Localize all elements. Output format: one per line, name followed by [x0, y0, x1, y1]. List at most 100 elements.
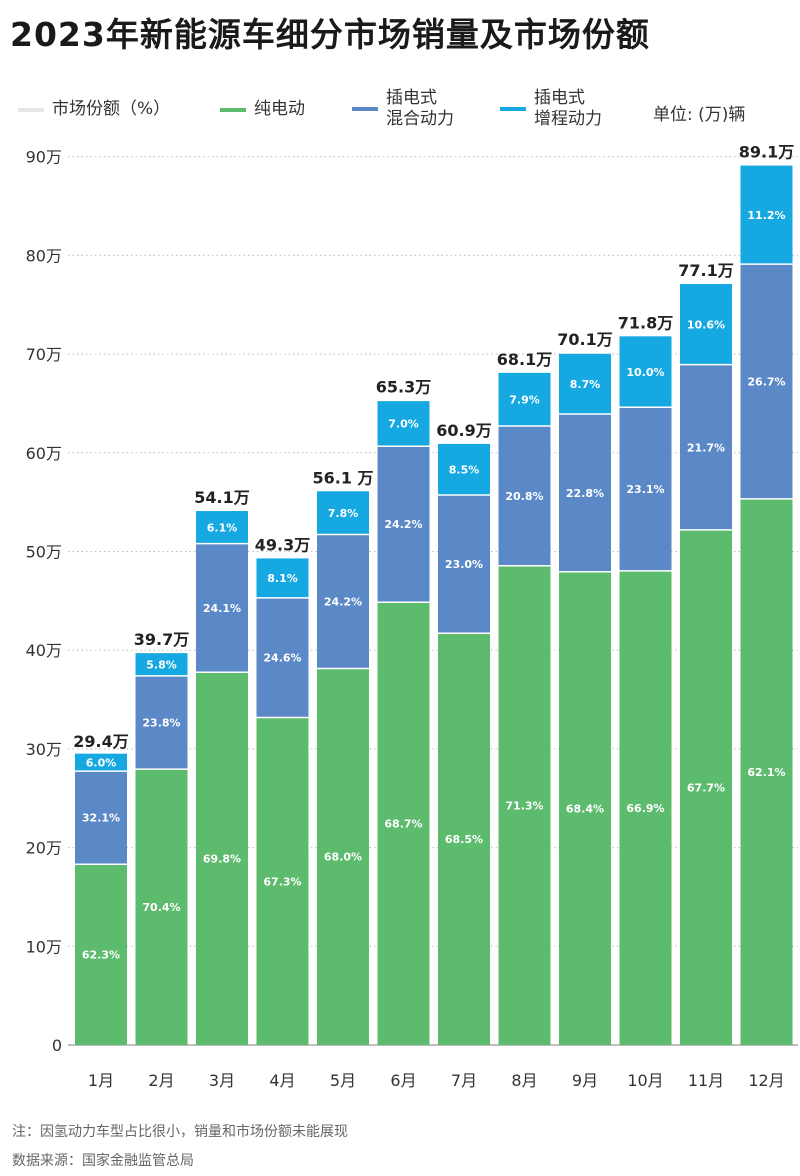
segment-label: 70.4%: [142, 901, 180, 914]
bar-bev: [377, 602, 430, 1045]
unit-label: 单位: (万)辆: [653, 105, 746, 125]
bar-bev: [438, 633, 490, 1045]
segment-label: 62.1%: [747, 766, 785, 779]
bar-bev: [317, 668, 369, 1045]
y-tick-label: 20万: [26, 839, 62, 858]
bar-phev: [196, 543, 248, 673]
segment-label: 7.9%: [509, 393, 540, 406]
bar-bev: [196, 672, 248, 1045]
bar-bev: [680, 529, 732, 1045]
y-tick-label: 70万: [26, 345, 62, 364]
y-tick-label: 60万: [26, 444, 62, 463]
x-tick-label: 6月: [390, 1071, 416, 1090]
bar-erev: [740, 165, 793, 265]
total-label: 56.1 万: [312, 468, 373, 487]
x-tick-label: 12月: [748, 1071, 784, 1090]
data-source: 数据来源：国家金融监管总局: [12, 1153, 194, 1169]
segment-label: 67.3%: [263, 875, 301, 888]
legend-label-bev: 纯电动: [254, 99, 305, 119]
segment-label: 32.1%: [82, 812, 120, 825]
legend-label-phev: 插电式 混合动力: [386, 88, 454, 130]
y-tick-label: 80万: [26, 246, 62, 265]
bar-phev: [680, 364, 732, 530]
total-label: 39.7万: [134, 630, 189, 649]
bar-bev: [740, 498, 793, 1045]
y-tick-label: 90万: [26, 148, 62, 167]
segment-label: 10.6%: [687, 318, 725, 331]
segment-label: 20.8%: [505, 490, 543, 503]
bar-phev: [75, 771, 127, 865]
segment-label: 23.8%: [142, 717, 180, 730]
total-label: 29.4万: [73, 732, 128, 751]
x-tick-label: 5月: [330, 1071, 356, 1090]
total-label: 77.1万: [678, 261, 733, 280]
segment-label: 6.0%: [86, 756, 117, 769]
bar-erev: [317, 491, 369, 535]
segment-label: 11.2%: [747, 209, 785, 222]
segment-label: 71.3%: [505, 799, 543, 812]
legend-item-share: 市场份额（%）: [18, 99, 170, 120]
bar-erev: [438, 443, 490, 496]
bar-phev: [619, 407, 672, 571]
bar-erev: [498, 372, 551, 426]
x-tick-label: 7月: [451, 1071, 477, 1090]
y-tick-label: 0: [52, 1036, 62, 1055]
total-label: 68.1万: [497, 350, 552, 369]
segment-label: 24.2%: [324, 595, 362, 608]
bar-erev: [256, 558, 309, 598]
bar-phev: [135, 675, 188, 770]
segment-label: 23.0%: [445, 558, 483, 571]
legend-item-erev: 插电式 增程动力: [500, 88, 602, 130]
bar-bev: [619, 570, 672, 1045]
segment-label: 66.9%: [626, 802, 664, 815]
segment-label: 24.1%: [203, 602, 241, 615]
stacked-bar-chart: 0 10万 20万 30万 40万 50万 60万 70万 80万 90万 62.3% 32.1% 6.…: [26, 143, 798, 1090]
segment-label: 68.0%: [324, 851, 362, 864]
total-label: 71.8万: [618, 313, 673, 332]
bar-erev: [680, 284, 732, 365]
legend-label-erev: 插电式 增程动力: [534, 88, 602, 130]
segment-label: 6.1%: [207, 521, 238, 534]
segment-label: 7.0%: [388, 418, 419, 431]
x-tick-label: 9月: [572, 1071, 598, 1090]
x-tick-label: 4月: [269, 1071, 295, 1090]
bar-erev: [135, 653, 188, 676]
bar-bev: [75, 864, 127, 1045]
total-label: 70.1万: [557, 330, 612, 349]
y-tick-label: 30万: [26, 740, 62, 759]
bar-phev: [740, 264, 793, 499]
bar-erev: [619, 336, 672, 408]
x-tick-label: 2月: [148, 1071, 174, 1090]
segment-label: 24.6%: [263, 652, 301, 665]
x-tick-label: 11月: [688, 1071, 724, 1090]
legend-swatch-bev: [220, 107, 246, 112]
segment-label: 8.5%: [449, 463, 480, 476]
total-label: 49.3万: [255, 535, 310, 554]
bar-phev: [559, 413, 611, 572]
bar-bev: [135, 769, 188, 1045]
segment-label: 68.7%: [384, 818, 422, 831]
x-tick-label: 10月: [627, 1071, 663, 1090]
segment-label: 22.8%: [566, 487, 604, 500]
bar-phev: [498, 425, 551, 566]
legend-item-bev: 纯电动: [220, 99, 305, 120]
total-label: 54.1万: [194, 488, 249, 507]
bar-erev: [196, 511, 248, 544]
bar-bev: [498, 565, 551, 1045]
legend-item-phev: 插电式 混合动力: [352, 88, 454, 130]
segment-label: 69.8%: [203, 853, 241, 866]
segment-label: 26.7%: [747, 375, 785, 388]
legend-label-phev-line2: 混合动力: [386, 109, 454, 129]
legend-swatch-share: [18, 107, 44, 112]
footnote: 注：因氢动力车型占比很小，销量和市场份额未能展现: [12, 1124, 348, 1140]
bar-phev: [256, 597, 309, 718]
bar-phev: [438, 495, 490, 634]
bar-erev: [377, 401, 430, 447]
legend-label-phev-line1: 插电式: [386, 88, 437, 108]
segment-label: 7.8%: [328, 507, 359, 520]
total-label: 65.3万: [376, 377, 431, 396]
x-tick-label: 8月: [511, 1071, 537, 1090]
segment-label: 67.7%: [687, 781, 725, 794]
segment-label: 68.4%: [566, 802, 604, 815]
total-label: 60.9万: [436, 421, 491, 440]
